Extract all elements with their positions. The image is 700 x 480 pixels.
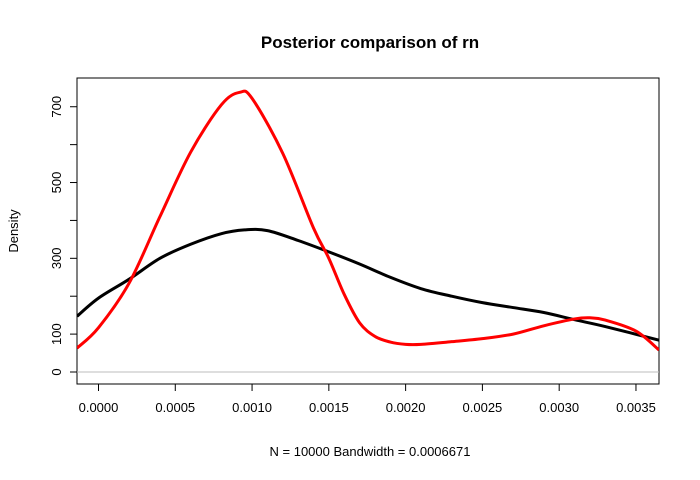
plot-frame — [76, 77, 660, 385]
x-tick-label-3: 0.0015 — [309, 400, 349, 415]
x-tick-label-7: 0.0035 — [616, 400, 656, 415]
x-tick-label-4: 0.0020 — [386, 400, 426, 415]
y-axis: 0 100 300 500 700 — [49, 96, 77, 376]
chart-title: Posterior comparison of rn — [261, 33, 479, 52]
x-axis-label: N = 10000 Bandwidth = 0.0006671 — [270, 444, 471, 459]
y-tick-label-4: 700 — [49, 96, 64, 118]
x-axis: 0.0000 0.0005 0.0010 0.0015 0.0020 0.0025 0.00… — [79, 384, 656, 415]
plot-area — [77, 89, 659, 373]
y-tick-label-0: 0 — [49, 368, 64, 375]
x-tick-label-1: 0.0005 — [155, 400, 195, 415]
y-tick-label-2: 300 — [49, 247, 64, 269]
density-line-0 — [77, 227, 659, 342]
y-tick-label-1: 100 — [49, 323, 64, 345]
x-tick-label-5: 0.0025 — [463, 400, 503, 415]
x-tick-label-2: 0.0010 — [232, 400, 272, 415]
y-axis-label: Density — [6, 209, 21, 253]
y-tick-label-3: 500 — [49, 172, 64, 194]
density-line-1 — [77, 89, 659, 352]
x-tick-label-0: 0.0000 — [79, 400, 119, 415]
x-tick-label-6: 0.0030 — [539, 400, 579, 415]
